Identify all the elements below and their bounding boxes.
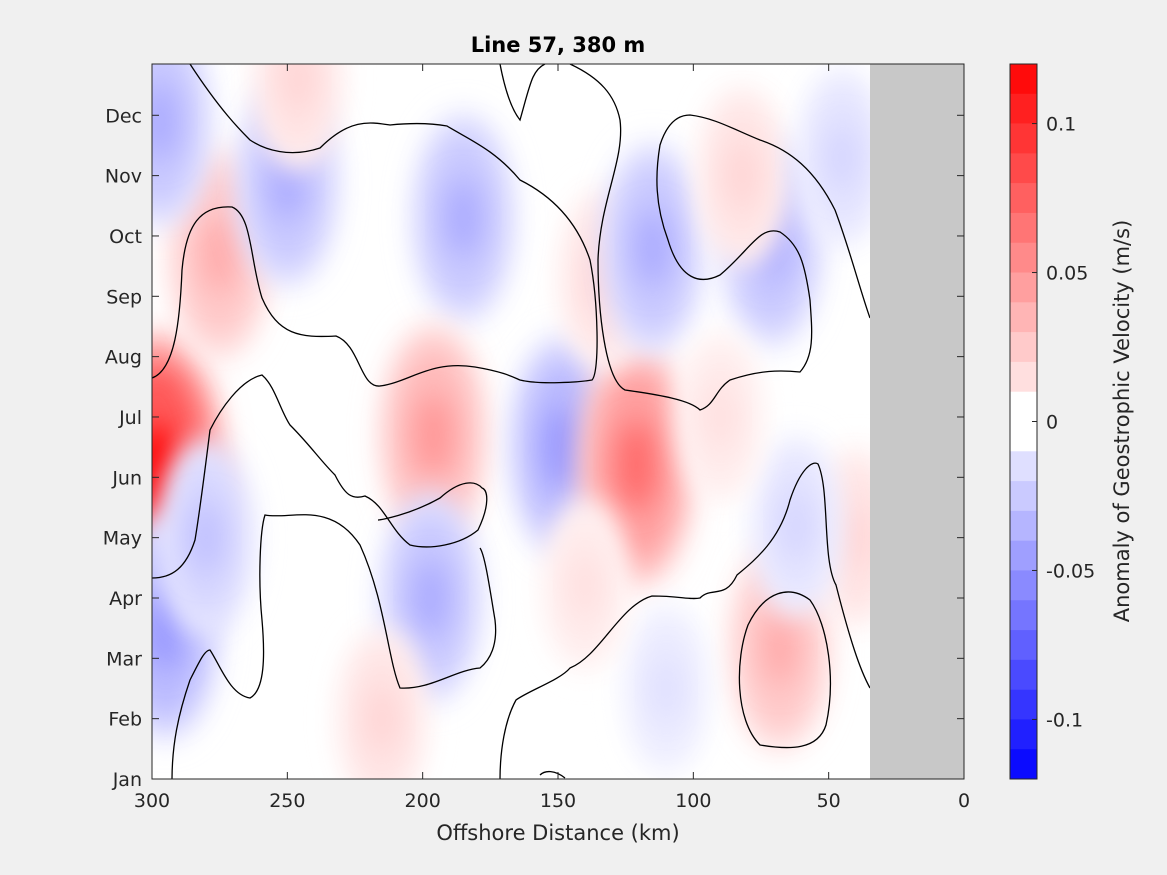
colorbar-segment (1010, 510, 1037, 541)
anomaly-cell (623, 601, 710, 776)
x-tick-label: 300 (134, 790, 170, 812)
colorbar-segment (1010, 421, 1037, 452)
x-axis: 300 250 200 150 100 50 0 (134, 64, 970, 812)
colorbar-tick-label: 0.1 (1046, 114, 1076, 136)
colorbar-segment (1010, 630, 1037, 661)
anomaly-cell (677, 329, 764, 505)
colorbar-tick-label: -0.1 (1046, 709, 1083, 731)
colorbar-tick-label: 0.05 (1046, 263, 1088, 285)
zero-contour (152, 64, 871, 779)
colorbar-segment (1010, 272, 1037, 303)
colorbar-segment (1010, 123, 1037, 154)
y-tick-label: Mar (106, 648, 142, 670)
colorbar-segment (1010, 212, 1037, 244)
anomaly-cell (751, 433, 842, 618)
y-tick-label: Jul (118, 407, 142, 429)
colorbar-segment (1010, 451, 1037, 482)
zero-contour-line (152, 64, 598, 387)
zero-contour-line (499, 462, 871, 779)
colorbar-segment (1010, 183, 1037, 214)
anomaly-cell (411, 111, 515, 325)
anomaly-field (152, 64, 901, 779)
y-axis: Jan Feb Mar Apr May Jun Jul Aug Sep Oct Nov Dec (103, 105, 964, 791)
x-tick-label: 150 (540, 790, 576, 812)
x-tick-label: 0 (958, 790, 970, 812)
y-tick-label: Sep (106, 286, 142, 308)
anomaly-cell (601, 141, 705, 355)
colorbar-segment (1010, 332, 1037, 363)
anomaly-cell (696, 83, 788, 268)
colorbar-segment (1010, 64, 1037, 95)
y-tick-label: Dec (105, 105, 142, 127)
colorbar-tick-label: 0 (1046, 412, 1058, 434)
no-data-region (870, 64, 964, 779)
colorbar-segment (1010, 153, 1037, 184)
zero-contour-line (738, 591, 831, 749)
y-tick-label: Nov (105, 166, 142, 188)
zero-contour-line (569, 64, 871, 411)
anomaly-cell (336, 626, 428, 779)
chart-title: Line 57, 380 m (471, 33, 646, 57)
colorbar-segment (1010, 540, 1037, 571)
anomaly-cell (157, 437, 255, 638)
y-tick-label: Apr (109, 588, 142, 610)
colorbar-segment (1010, 302, 1037, 333)
colorbar-segment (1010, 600, 1037, 631)
anomaly-cell (152, 64, 212, 229)
colorbar: 0.1 0.05 0 -0.05 -0.1 (1009, 63, 1095, 780)
colorbar-segment (1010, 361, 1037, 393)
zero-contour-line (171, 514, 497, 779)
colorbar-label: Anomaly of Geostrophic Velocity (m/s) (1110, 220, 1134, 623)
y-tick-label: Aug (105, 347, 142, 369)
y-tick-label: Jan (112, 769, 142, 791)
colorbar-segment (1010, 689, 1037, 720)
colorbar-segment (1010, 481, 1037, 512)
colorbar-segment (1010, 570, 1037, 601)
x-tick-label: 250 (269, 790, 305, 812)
zero-contour-line (539, 770, 566, 779)
anomaly-cell (542, 498, 629, 674)
colorbar-segment (1010, 391, 1037, 422)
colorbar-segment (1010, 93, 1037, 124)
colorbar-segment (1010, 242, 1037, 273)
colorbar-segment (1010, 719, 1037, 750)
x-axis-label: Offshore Distance (km) (436, 821, 679, 845)
y-tick-label: May (103, 528, 142, 550)
x-tick-label: 100 (675, 790, 711, 812)
y-tick-label: Oct (109, 226, 142, 248)
anomaly-cell (253, 64, 344, 172)
x-tick-label: 200 (405, 790, 441, 812)
y-tick-label: Feb (108, 709, 142, 731)
x-tick-label: 50 (817, 790, 841, 812)
colorbar-segment (1010, 749, 1037, 780)
y-tick-label: Jun (111, 467, 142, 489)
colorbar-segment (1010, 659, 1037, 690)
anomaly-cell (797, 65, 888, 250)
zero-contour-line (499, 64, 546, 122)
zero-contour-line (152, 374, 488, 579)
colorbar-tick-label: -0.05 (1046, 560, 1095, 582)
